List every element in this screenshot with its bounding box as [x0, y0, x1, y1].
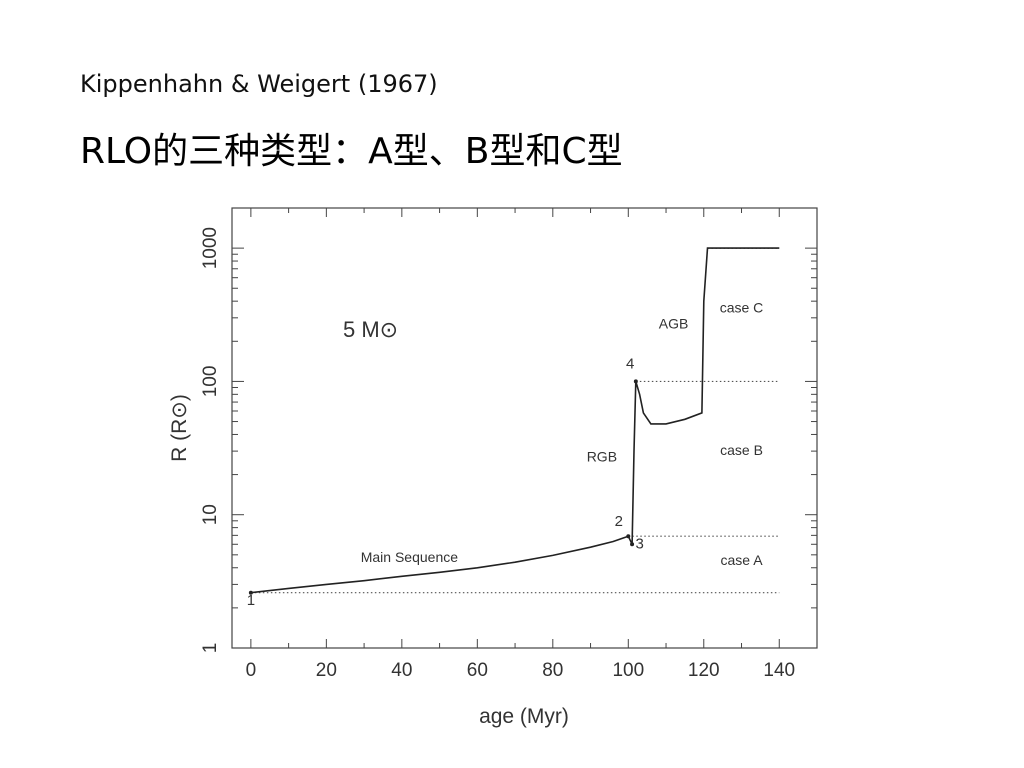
x-tick-label: 20 — [316, 660, 337, 681]
mass-label: 5 M⊙ — [343, 317, 398, 342]
annotations: 1 23 4 Main Sequence RGB AGB case C case B case … — [247, 299, 764, 609]
annotation-label: 4 — [626, 355, 634, 372]
x-tick-label: 100 — [612, 660, 644, 681]
x-tick-label: 60 — [467, 660, 488, 681]
y-tick-label: 1 — [200, 643, 221, 654]
slide-subtitle: RLO的三种类型：A型、B型和C型 — [80, 131, 623, 172]
x-tick-label: 80 — [542, 660, 563, 681]
y-tick-label: 100 — [200, 366, 221, 398]
series-line — [250, 247, 780, 594]
evolution-track — [248, 247, 780, 595]
tick-labels: 0 20 40 60 80 100 120 140 1 10 100 1000 — [200, 227, 795, 681]
x-tick-label: 40 — [391, 660, 412, 681]
annotation-label: Main Sequence — [361, 549, 459, 565]
slide-title: Kippenhahn & Weigert (1967) — [80, 70, 438, 98]
annotation-label: AGB — [659, 315, 689, 331]
annotation-label: 1 — [247, 592, 255, 609]
annotation-label: RGB — [587, 449, 617, 465]
case-threshold-lines — [250, 247, 780, 594]
annotation-label: 2 — [615, 513, 623, 530]
x-tick-label: 120 — [688, 660, 720, 681]
annotation-label: case A — [721, 552, 764, 568]
phase-point — [633, 379, 638, 384]
y-tick-label: 10 — [200, 504, 221, 525]
x-axis-label: age (Myr) — [479, 705, 569, 728]
annotation-label: case B — [720, 442, 763, 458]
annotation-label: 3 — [635, 535, 643, 552]
y-axis-label: R (R⊙) — [168, 394, 191, 462]
x-tick-label: 0 — [246, 660, 257, 681]
annotation-label: case C — [720, 299, 764, 315]
y-tick-label: 1000 — [200, 227, 221, 269]
plot-frame — [231, 207, 818, 649]
phase-point — [626, 534, 631, 539]
phase-point — [248, 590, 253, 595]
tick-marks — [232, 208, 817, 649]
phase-point — [630, 542, 635, 547]
x-tick-label: 140 — [763, 660, 795, 681]
